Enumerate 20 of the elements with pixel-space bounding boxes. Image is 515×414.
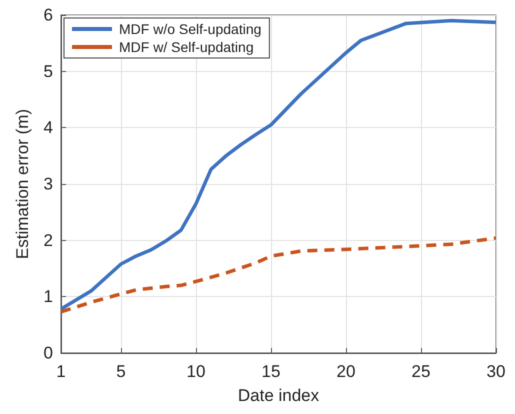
- y-tick-label: 6: [44, 6, 53, 24]
- legend-label: MDF w/ Self-updating: [119, 39, 254, 55]
- x-axis-title: Date index: [238, 386, 320, 405]
- y-tick-label: 5: [44, 62, 53, 81]
- x-tick-label: 15: [262, 362, 280, 381]
- y-tick-label: 2: [44, 230, 53, 250]
- x-tick-label: 5: [116, 362, 126, 381]
- x-tick-label: 10: [186, 362, 206, 381]
- x-tick-label: 30: [486, 362, 506, 381]
- y-tick-label: 4: [44, 118, 53, 138]
- y-tick-label: 1: [44, 287, 53, 306]
- line-series: [59, 18, 498, 311]
- x-tick-label: 20: [336, 362, 356, 381]
- line-series: [59, 236, 498, 314]
- y-tick-label: 0: [44, 344, 53, 362]
- legend-label: MDF w/o Self-updating: [119, 21, 262, 37]
- x-tick-label: 25: [412, 362, 430, 381]
- x-tick-label: 1: [56, 362, 66, 381]
- y-tick-label: 3: [44, 174, 53, 194]
- y-axis-title: Estimation error (m): [13, 108, 32, 260]
